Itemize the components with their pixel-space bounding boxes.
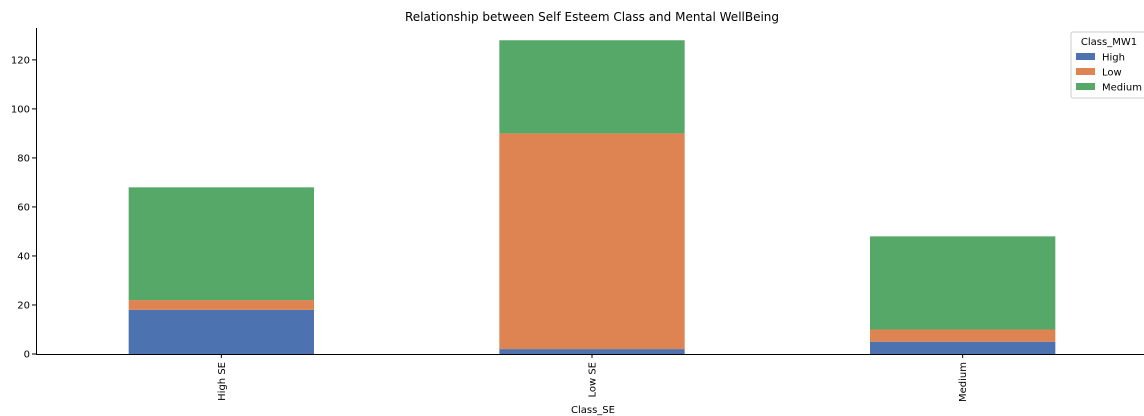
legend-label-high: High — [1102, 53, 1125, 64]
y-tick-label: 20 — [17, 300, 30, 311]
bar-medium-medium — [870, 236, 1056, 330]
legend-label-medium: Medium — [1102, 83, 1142, 94]
bar-high-high-se — [128, 309, 314, 354]
x-axis-label: Class_SE — [571, 405, 615, 416]
legend-box — [1070, 31, 1144, 99]
y-tick-label: 100 — [11, 104, 30, 115]
bar-medium-high-se — [128, 187, 314, 301]
y-tick-label: 40 — [17, 251, 30, 262]
x-tick-label: High SE — [217, 362, 228, 401]
x-axis: High SE Low SE Medium — [217, 354, 969, 402]
plot-frame-bottom — [36, 354, 1144, 355]
bar-medium-low-se — [499, 40, 685, 134]
bar-low-medium — [870, 329, 1056, 342]
bar-low-low-se — [499, 133, 685, 350]
x-tick-label: Medium — [958, 362, 969, 402]
legend-label-low: Low — [1102, 68, 1122, 79]
bars-group — [128, 40, 1056, 354]
plot-frame-left — [36, 28, 37, 355]
x-tick-label: Low SE — [588, 362, 599, 398]
y-tick-label: 80 — [17, 153, 30, 164]
legend-swatch-low — [1076, 68, 1095, 75]
y-tick-label: 0 — [24, 350, 30, 361]
bar-high-low-se — [499, 349, 685, 354]
legend: Class_MW1 High Low Medium — [1070, 31, 1144, 99]
chart-title: Relationship between Self Esteem Class a… — [405, 10, 779, 24]
bar-high-medium — [870, 341, 1056, 354]
legend-swatch-high — [1076, 53, 1095, 60]
legend-title: Class_MW1 — [1081, 37, 1137, 48]
legend-swatch-medium — [1076, 83, 1095, 90]
bar-low-high-se — [128, 300, 314, 310]
y-tick-label: 60 — [17, 202, 30, 213]
y-axis: 0 20 40 60 80 100 120 — [11, 55, 36, 361]
y-tick-label: 120 — [11, 55, 30, 66]
